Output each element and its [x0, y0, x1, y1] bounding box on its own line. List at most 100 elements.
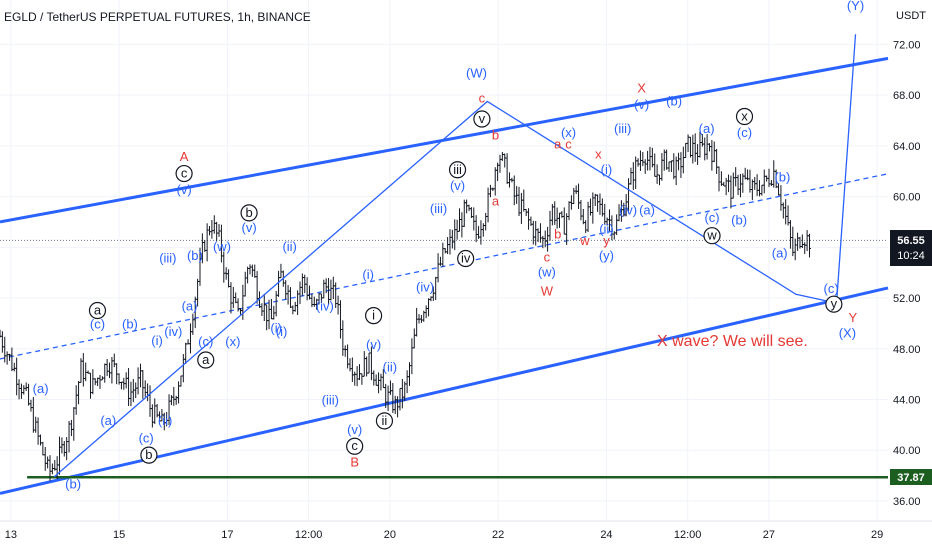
wave-label: c	[351, 438, 358, 453]
wave-label-circle	[365, 307, 383, 325]
wave-label: (iv)	[164, 324, 182, 339]
wave-label: (a)	[772, 245, 788, 260]
time-tick-label: 15	[113, 529, 125, 541]
price-axis[interactable]: 36.0040.0044.0048.0052.0056.0060.0064.00…	[889, 0, 932, 550]
last-price-badge	[890, 230, 932, 266]
wave-label: a	[492, 193, 500, 208]
wave-label-circle	[735, 107, 754, 126]
wave-label: (x)	[561, 125, 576, 140]
gridlines	[0, 0, 888, 520]
wave-label-circle	[140, 446, 158, 464]
wave-label: (b)	[666, 93, 682, 108]
wave-label: x	[741, 108, 748, 123]
wave-label-circle	[473, 110, 491, 128]
wave-label: (v)	[366, 337, 381, 352]
wave-label: Y	[848, 310, 857, 325]
time-axis-bg	[0, 521, 932, 550]
wave-label: (v)	[634, 97, 649, 112]
wave-label: (a)	[699, 121, 715, 136]
wave-label: (v)	[347, 422, 362, 437]
time-tick-label: 27	[763, 529, 775, 541]
wave-label: y	[603, 233, 610, 248]
wave-label: (a)	[100, 413, 116, 428]
chart-title: EGLD / TetherUS PERPETUAL FUTURES, 1h, B…	[4, 10, 311, 24]
wave-label: (x)	[225, 334, 240, 349]
wave-label: (a)	[182, 299, 198, 314]
wave-label: (c)	[139, 431, 154, 446]
price-tick-label: 40.00	[893, 445, 921, 457]
wave-label: (W)	[466, 65, 487, 80]
wave-label: (ii)	[383, 360, 397, 375]
wave-label: w	[706, 228, 717, 243]
price-tick-label: 72.00	[893, 39, 921, 51]
wave-label: b	[554, 226, 561, 241]
wave-label: iv	[461, 251, 471, 266]
wave-label: a	[554, 136, 562, 151]
wave-label-circle	[703, 227, 721, 245]
wave-label: (v)	[450, 178, 465, 193]
support-value: 37.87	[897, 472, 925, 484]
wave-label: (a)	[639, 202, 655, 217]
wave-label: (c)	[737, 125, 752, 140]
wave-label: (Y)	[847, 0, 864, 13]
wave-label: (b)	[187, 248, 203, 263]
wave-label-circle	[346, 437, 364, 455]
annotation-text: X wave? We will see.	[657, 333, 808, 350]
time-tick-label: 24	[600, 529, 612, 541]
wave-label: (X)	[839, 325, 856, 340]
wave-label-circle	[375, 412, 394, 430]
wave-label: b	[245, 205, 252, 220]
price-tick-label: 60.00	[893, 192, 921, 204]
wave-path	[53, 34, 857, 478]
time-tick-label: 17	[221, 529, 233, 541]
wave-label-circle	[457, 249, 475, 268]
price-tick-label: 64.00	[893, 141, 921, 153]
wave-label: B	[350, 455, 359, 470]
price-tick-label: 44.00	[893, 395, 921, 407]
channel-mid-line	[0, 173, 889, 360]
wave-label: (i)	[151, 333, 163, 348]
wave-label: a	[94, 303, 102, 318]
time-tick-label: 22	[492, 529, 504, 541]
wave-label: a	[202, 352, 210, 367]
wave-label: (iv)	[316, 299, 334, 314]
time-tick-label: 12:00	[674, 529, 702, 541]
wave-label: (ii)	[282, 239, 296, 254]
trend-channel	[0, 56, 889, 495]
wave-label: (iv)	[619, 202, 637, 217]
time-tick-label: 20	[384, 529, 396, 541]
wave-label: (c)	[824, 281, 839, 296]
wave-label: v	[479, 111, 486, 126]
wave-label-circle	[88, 301, 107, 320]
time-axis[interactable]: 13 15 17 12:00 20 22 24 12:00 27 29	[0, 520, 932, 550]
wave-label: c	[565, 136, 572, 151]
wave-label: c	[181, 166, 188, 181]
countdown-value: 10:24	[897, 250, 925, 262]
wave-label: (i)	[276, 324, 288, 339]
wave-label-circle	[448, 161, 467, 179]
wave-label: (iii)	[614, 121, 631, 136]
elliott-wave-path	[53, 34, 857, 478]
wave-label: w	[579, 233, 590, 248]
wave-label: x	[595, 147, 602, 162]
price-axis-bg	[889, 0, 932, 550]
wave-label: A	[180, 149, 189, 164]
wave-label: (c)	[704, 210, 719, 225]
wave-label: (b)	[731, 212, 747, 227]
time-tick-label: 29	[871, 529, 883, 541]
wave-label: W	[541, 284, 554, 299]
wave-label: (i)	[601, 162, 613, 177]
wave-label: (ii)	[599, 221, 613, 236]
wave-label: (iv)	[416, 280, 434, 295]
wave-label: iii	[453, 162, 462, 177]
last-price-value: 56.55	[897, 235, 925, 247]
wave-label: c	[544, 249, 551, 264]
wave-label: (iii)	[159, 251, 176, 266]
wave-label: y	[831, 296, 838, 311]
wave-label: ii	[382, 413, 388, 428]
wave-label: (iii)	[322, 393, 339, 408]
wave-label: (y)	[599, 248, 614, 263]
wave-label: (c)	[198, 334, 213, 349]
